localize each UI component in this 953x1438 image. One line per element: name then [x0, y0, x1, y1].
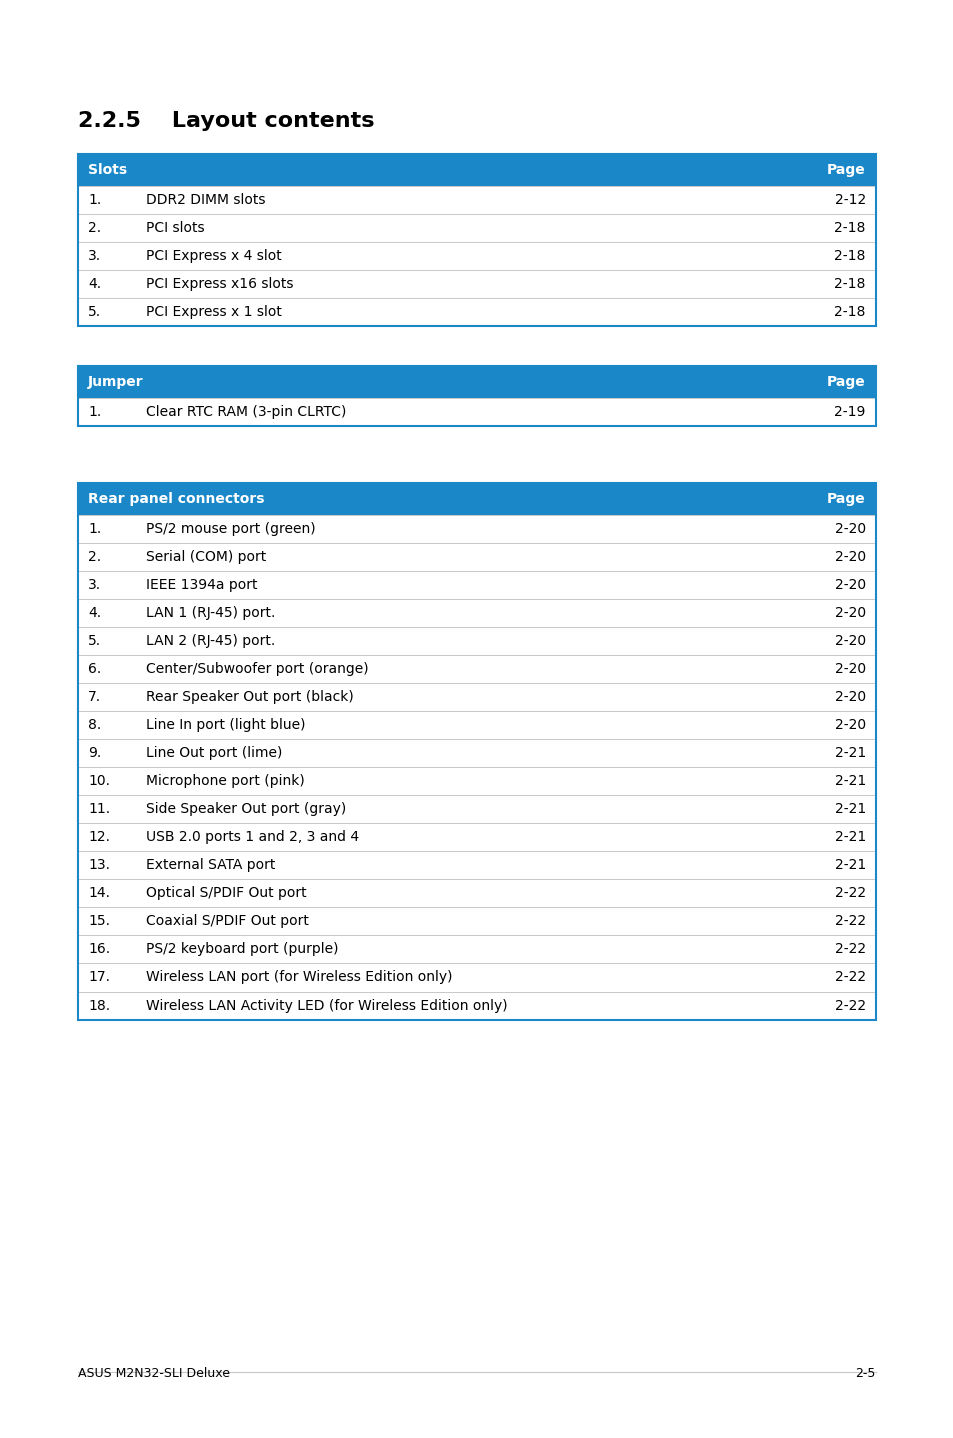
- Text: 2-20: 2-20: [834, 522, 865, 536]
- Text: 4.: 4.: [88, 276, 101, 290]
- Text: PS/2 keyboard port (purple): PS/2 keyboard port (purple): [146, 942, 338, 956]
- Text: LAN 2 (RJ-45) port.: LAN 2 (RJ-45) port.: [146, 634, 275, 649]
- Text: PCI Express x16 slots: PCI Express x16 slots: [146, 276, 294, 290]
- Text: PCI Express x 1 slot: PCI Express x 1 slot: [146, 305, 282, 319]
- Text: 1.: 1.: [88, 522, 101, 536]
- Text: 2-20: 2-20: [834, 718, 865, 732]
- Text: 2-20: 2-20: [834, 690, 865, 705]
- Text: Optical S/PDIF Out port: Optical S/PDIF Out port: [146, 886, 307, 900]
- Text: 2-22: 2-22: [834, 886, 865, 900]
- Text: Wireless LAN Activity LED (for Wireless Edition only): Wireless LAN Activity LED (for Wireless …: [146, 998, 507, 1012]
- Text: Rear panel connectors: Rear panel connectors: [88, 492, 264, 506]
- Text: 16.: 16.: [88, 942, 111, 956]
- Text: 2-18: 2-18: [834, 249, 865, 263]
- Bar: [78, 365, 875, 426]
- Text: LAN 1 (RJ-45) port.: LAN 1 (RJ-45) port.: [146, 605, 275, 620]
- Text: 5.: 5.: [88, 305, 101, 319]
- Text: 9.: 9.: [88, 746, 101, 761]
- Text: Rear Speaker Out port (black): Rear Speaker Out port (black): [146, 690, 354, 705]
- Text: 2-20: 2-20: [834, 661, 865, 676]
- Text: 13.: 13.: [88, 858, 111, 873]
- Text: PS/2 mouse port (green): PS/2 mouse port (green): [146, 522, 315, 536]
- Text: 12.: 12.: [88, 830, 111, 844]
- Text: Line In port (light blue): Line In port (light blue): [146, 718, 305, 732]
- Bar: [78, 365, 875, 397]
- Text: 2-22: 2-22: [834, 915, 865, 929]
- Text: 15.: 15.: [88, 915, 111, 929]
- Text: 2-21: 2-21: [834, 774, 865, 788]
- Text: 2-20: 2-20: [834, 605, 865, 620]
- Text: 3.: 3.: [88, 578, 101, 592]
- Text: 2-12: 2-12: [834, 193, 865, 207]
- Bar: [78, 154, 875, 325]
- Text: PCI Express x 4 slot: PCI Express x 4 slot: [146, 249, 282, 263]
- Text: 2-21: 2-21: [834, 802, 865, 817]
- Text: Wireless LAN port (for Wireless Edition only): Wireless LAN port (for Wireless Edition …: [146, 971, 453, 985]
- Text: Serial (COM) port: Serial (COM) port: [146, 549, 266, 564]
- Text: 17.: 17.: [88, 971, 111, 985]
- Text: 2-20: 2-20: [834, 634, 865, 649]
- Text: Side Speaker Out port (gray): Side Speaker Out port (gray): [146, 802, 346, 817]
- Text: IEEE 1394a port: IEEE 1394a port: [146, 578, 257, 592]
- Text: 6.: 6.: [88, 661, 101, 676]
- Text: Page: Page: [826, 375, 865, 388]
- Text: Clear RTC RAM (3-pin CLRTC): Clear RTC RAM (3-pin CLRTC): [146, 404, 346, 418]
- Text: 1.: 1.: [88, 404, 101, 418]
- Text: PCI slots: PCI slots: [146, 220, 205, 234]
- Text: 2.2.5    Layout contents: 2.2.5 Layout contents: [78, 111, 375, 131]
- Text: 2-18: 2-18: [834, 220, 865, 234]
- Text: 2-22: 2-22: [834, 998, 865, 1012]
- Text: Page: Page: [826, 492, 865, 506]
- Text: Line Out port (lime): Line Out port (lime): [146, 746, 282, 761]
- Text: 2-20: 2-20: [834, 578, 865, 592]
- Text: ASUS M2N32-SLI Deluxe: ASUS M2N32-SLI Deluxe: [78, 1368, 230, 1380]
- Text: 2.: 2.: [88, 549, 101, 564]
- Text: USB 2.0 ports 1 and 2, 3 and 4: USB 2.0 ports 1 and 2, 3 and 4: [146, 830, 359, 844]
- Text: DDR2 DIMM slots: DDR2 DIMM slots: [146, 193, 266, 207]
- Text: 2-21: 2-21: [834, 746, 865, 761]
- Text: Coaxial S/PDIF Out port: Coaxial S/PDIF Out port: [146, 915, 309, 929]
- Text: 3.: 3.: [88, 249, 101, 263]
- Text: 1.: 1.: [88, 193, 101, 207]
- Text: 14.: 14.: [88, 886, 111, 900]
- Text: External SATA port: External SATA port: [146, 858, 275, 873]
- Text: 4.: 4.: [88, 605, 101, 620]
- Text: 2-18: 2-18: [834, 305, 865, 319]
- Text: Jumper: Jumper: [88, 375, 144, 388]
- Bar: [78, 154, 875, 186]
- Text: 11.: 11.: [88, 802, 111, 817]
- Text: 2-21: 2-21: [834, 830, 865, 844]
- Text: 2-22: 2-22: [834, 942, 865, 956]
- Text: 2-18: 2-18: [834, 276, 865, 290]
- Text: 2-21: 2-21: [834, 858, 865, 873]
- Text: Page: Page: [826, 162, 865, 177]
- Bar: [78, 483, 875, 1020]
- Text: 18.: 18.: [88, 998, 111, 1012]
- Text: 8.: 8.: [88, 718, 101, 732]
- Text: 2.: 2.: [88, 220, 101, 234]
- Text: 5.: 5.: [88, 634, 101, 649]
- Text: Slots: Slots: [88, 162, 127, 177]
- Text: 7.: 7.: [88, 690, 101, 705]
- Text: 2-5: 2-5: [855, 1368, 875, 1380]
- Text: Center/Subwoofer port (orange): Center/Subwoofer port (orange): [146, 661, 369, 676]
- Text: 2-22: 2-22: [834, 971, 865, 985]
- Text: 2-19: 2-19: [834, 404, 865, 418]
- Text: 10.: 10.: [88, 774, 111, 788]
- Text: Microphone port (pink): Microphone port (pink): [146, 774, 305, 788]
- Text: 2-20: 2-20: [834, 549, 865, 564]
- Bar: [78, 483, 875, 515]
